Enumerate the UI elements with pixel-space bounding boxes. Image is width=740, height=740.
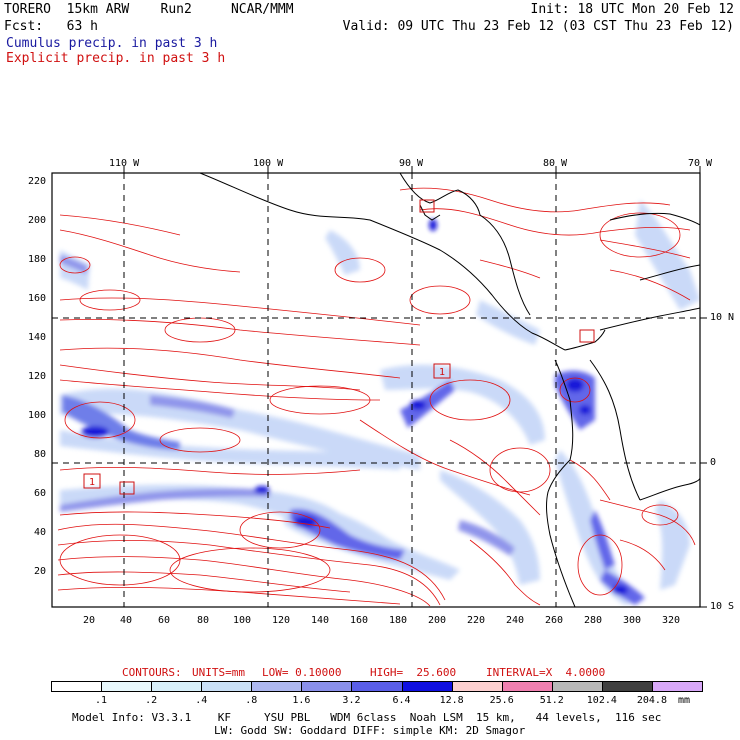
x-label-220: 220 — [467, 615, 486, 626]
colorbar-label: 12.8 — [439, 695, 464, 706]
lon-label-80w: 80 W — [543, 158, 568, 169]
colorbar-swatch — [301, 681, 353, 692]
x-label-60: 60 — [158, 615, 171, 626]
colorbar-label: 6.4 — [392, 695, 411, 706]
lon-label-70w: 70 W — [688, 158, 713, 169]
x-label-260: 260 — [545, 615, 564, 626]
colorbar-swatch — [51, 681, 103, 692]
colorbar-swatch — [601, 681, 653, 692]
y-label-220: 220 — [28, 176, 47, 187]
colorbar-swatch — [401, 681, 453, 692]
x-label-140: 140 — [311, 615, 330, 626]
x-label-40: 40 — [120, 615, 133, 626]
colorbar-label: 3.2 — [342, 695, 361, 706]
x-label-280: 280 — [584, 615, 603, 626]
colorbar-swatch — [201, 681, 253, 692]
legend-explicit: Explicit precip. in past 3 h — [6, 51, 226, 66]
colorbar-label: .2 — [145, 695, 158, 706]
lon-label-100w: 100 W — [253, 158, 284, 169]
colorbar-swatch — [551, 681, 603, 692]
lat-label-10n: 10 N — [710, 312, 735, 323]
lon-label-90w: 90 W — [399, 158, 424, 169]
x-label-20: 20 — [83, 615, 96, 626]
lat-label-10s: 10 S — [710, 601, 735, 612]
physics-info: LW: Godd SW: Goddard DIFF: simple KM: 2D… — [214, 724, 526, 737]
axis-ticks — [123, 166, 707, 608]
y-label-20: 20 — [34, 566, 47, 577]
x-label-240: 240 — [506, 615, 525, 626]
coastlines — [199, 173, 700, 607]
colorbar-label: 25.6 — [489, 695, 514, 706]
y-label-80: 80 — [34, 449, 47, 460]
model-info: Model Info: V3.3.1 KF YSU PBL WDM 6class… — [72, 711, 662, 724]
lat-label-0: 0 — [710, 457, 717, 468]
y-label-100: 100 — [28, 410, 47, 421]
colorbar-label: 1.6 — [292, 695, 311, 706]
run-title: TORERO 15km ARW Run2 NCAR/MMM — [4, 2, 294, 17]
colorbar-label: 102.4 — [586, 695, 617, 706]
x-label-120: 120 — [272, 615, 291, 626]
box-label-2: 1 — [89, 477, 95, 488]
x-label-180: 180 — [389, 615, 408, 626]
y-label-40: 40 — [34, 527, 47, 538]
y-label-180: 180 — [28, 254, 47, 265]
init-time: Init: 18 UTC Mon 20 Feb 12 — [530, 2, 735, 17]
x-label-200: 200 — [428, 615, 447, 626]
explicit-contours — [57, 187, 696, 607]
colorbar-label: 51.2 — [539, 695, 564, 706]
contours-units: UNITS=mm — [192, 666, 245, 679]
colorbar-swatch — [351, 681, 403, 692]
x-label-80: 80 — [197, 615, 210, 626]
x-label-300: 300 — [623, 615, 642, 626]
x-label-320: 320 — [662, 615, 681, 626]
colorbar-swatch — [101, 681, 153, 692]
box-label-1: 1 — [439, 367, 445, 378]
x-label-100: 100 — [233, 615, 252, 626]
region-markers — [83, 199, 595, 495]
precip-shading — [60, 200, 700, 605]
latlon-grid — [52, 173, 700, 607]
colorbar-label: .1 — [95, 695, 108, 706]
colorbar-label: .8 — [245, 695, 258, 706]
contours-label: CONTOURS: — [122, 666, 182, 679]
colorbar-swatch — [151, 681, 203, 692]
colorbar-swatch — [501, 681, 553, 692]
lon-label-110w: 110 W — [109, 158, 140, 169]
valid-time: Valid: 09 UTC Thu 23 Feb 12 (03 CST Thu … — [342, 19, 734, 34]
forecast-hour: Fcst: 63 h — [4, 19, 98, 34]
contours-interval: INTERVAL=X 4.0000 — [486, 666, 606, 679]
colorbar-swatch — [451, 681, 503, 692]
x-label-160: 160 — [350, 615, 369, 626]
colorbar-swatch — [651, 681, 703, 692]
colorbar-label: 204.8 — [636, 695, 667, 706]
map-frame — [51, 172, 701, 608]
y-label-140: 140 — [28, 332, 47, 343]
legend-cumulus: Cumulus precip. in past 3 h — [6, 36, 218, 51]
colorbar-swatch — [251, 681, 303, 692]
y-label-60: 60 — [34, 488, 47, 499]
colorbar-unit: mm — [678, 695, 691, 706]
y-label-120: 120 — [28, 371, 47, 382]
y-label-200: 200 — [28, 215, 47, 226]
contours-high: HIGH= 25.600 — [370, 666, 457, 679]
y-label-160: 160 — [28, 293, 47, 304]
contours-low: LOW= 0.10000 — [262, 666, 342, 679]
colorbar-label: .4 — [195, 695, 208, 706]
